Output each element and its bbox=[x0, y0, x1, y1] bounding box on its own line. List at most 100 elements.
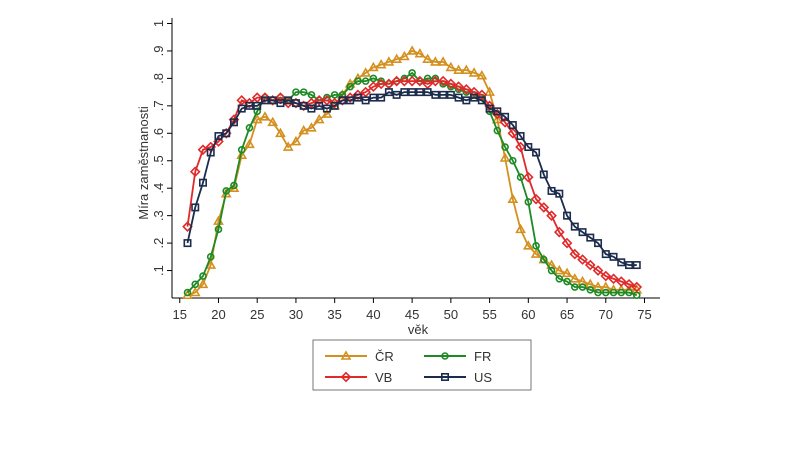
data-point bbox=[245, 101, 254, 110]
data-point bbox=[361, 96, 370, 105]
data-point bbox=[586, 285, 595, 294]
data-point bbox=[615, 276, 627, 287]
data-point bbox=[361, 77, 370, 85]
data-point bbox=[429, 56, 441, 66]
data-point bbox=[244, 97, 255, 109]
data-point bbox=[384, 88, 393, 97]
data-point bbox=[414, 75, 426, 87]
data-point bbox=[586, 233, 595, 242]
data-point bbox=[276, 99, 285, 108]
legend-entry: US bbox=[424, 370, 492, 385]
data-point bbox=[570, 222, 579, 231]
data-point bbox=[563, 211, 572, 220]
x-tick-label: 45 bbox=[405, 307, 419, 322]
data-point bbox=[499, 152, 511, 162]
data-point bbox=[284, 96, 293, 105]
data-point bbox=[191, 280, 200, 289]
data-point bbox=[461, 84, 472, 95]
data-point bbox=[237, 145, 246, 154]
data-point bbox=[306, 97, 317, 109]
data-point bbox=[578, 228, 587, 237]
y-tick-label: .3 bbox=[151, 210, 166, 221]
data-point bbox=[532, 148, 541, 157]
data-point bbox=[299, 88, 308, 96]
data-point bbox=[524, 198, 533, 206]
data-point bbox=[515, 141, 526, 153]
data-point bbox=[352, 89, 364, 101]
data-point bbox=[530, 193, 542, 205]
data-point bbox=[594, 239, 603, 248]
data-point bbox=[236, 95, 248, 106]
data-point bbox=[538, 202, 550, 213]
data-point bbox=[515, 223, 526, 234]
data-point bbox=[454, 93, 463, 102]
data-point bbox=[214, 225, 223, 234]
data-point bbox=[476, 70, 488, 80]
data-point bbox=[555, 189, 564, 198]
y-tick-label: .7 bbox=[151, 100, 166, 111]
data-point bbox=[625, 261, 634, 270]
data-point bbox=[553, 226, 565, 238]
data-point bbox=[617, 288, 626, 297]
data-point bbox=[360, 86, 371, 98]
data-point bbox=[369, 93, 378, 102]
data-point bbox=[199, 272, 207, 280]
data-point bbox=[229, 118, 238, 127]
data-point bbox=[183, 288, 192, 297]
data-point bbox=[245, 124, 254, 132]
x-tick-label: 70 bbox=[599, 307, 613, 322]
data-point bbox=[594, 288, 602, 297]
data-point bbox=[392, 90, 401, 99]
data-point bbox=[530, 248, 542, 258]
data-point bbox=[344, 92, 356, 103]
legend-entry: ČR bbox=[325, 349, 394, 364]
data-point bbox=[307, 104, 316, 113]
data-point bbox=[244, 138, 255, 149]
data-point bbox=[251, 92, 263, 103]
data-point bbox=[462, 96, 471, 105]
data-point bbox=[253, 101, 262, 110]
data-point bbox=[338, 96, 347, 105]
legend-label: US bbox=[474, 370, 492, 385]
data-point bbox=[623, 278, 635, 290]
data-point bbox=[183, 239, 192, 248]
legend-swatch-marker bbox=[440, 372, 449, 381]
legend-label: FR bbox=[474, 349, 491, 364]
series-line bbox=[187, 49, 637, 297]
data-point bbox=[501, 143, 509, 151]
data-point bbox=[631, 281, 643, 293]
data-point bbox=[546, 210, 557, 221]
y-tick-label: .1 bbox=[151, 265, 166, 276]
data-point bbox=[437, 56, 449, 66]
data-point bbox=[191, 203, 200, 212]
data-point bbox=[476, 89, 488, 101]
data-point bbox=[563, 277, 571, 286]
data-point bbox=[408, 88, 417, 97]
data-point bbox=[569, 273, 581, 283]
data-point bbox=[313, 95, 325, 106]
data-point bbox=[569, 248, 581, 260]
data-point bbox=[321, 108, 333, 118]
data-point bbox=[414, 48, 426, 58]
data-point bbox=[430, 75, 441, 87]
data-point bbox=[446, 90, 455, 99]
data-point bbox=[584, 259, 596, 271]
data-point bbox=[508, 121, 517, 130]
data-point bbox=[321, 95, 333, 106]
y-tick-label: 1 bbox=[151, 20, 166, 27]
data-point bbox=[578, 283, 587, 291]
data-point bbox=[299, 101, 308, 110]
legend-swatch-marker bbox=[340, 350, 352, 360]
data-point bbox=[507, 193, 519, 203]
data-point bbox=[445, 78, 457, 90]
data-point bbox=[484, 86, 495, 96]
x-tick-label: 40 bbox=[366, 307, 380, 322]
data-point bbox=[346, 96, 355, 105]
y-tick-label: .6 bbox=[151, 128, 166, 139]
y-tick-label: .4 bbox=[151, 183, 166, 194]
data-point bbox=[259, 111, 271, 121]
data-point bbox=[460, 64, 472, 74]
data-point bbox=[423, 74, 432, 83]
legend-label: ČR bbox=[375, 349, 394, 364]
x-tick-label: 25 bbox=[250, 307, 264, 322]
